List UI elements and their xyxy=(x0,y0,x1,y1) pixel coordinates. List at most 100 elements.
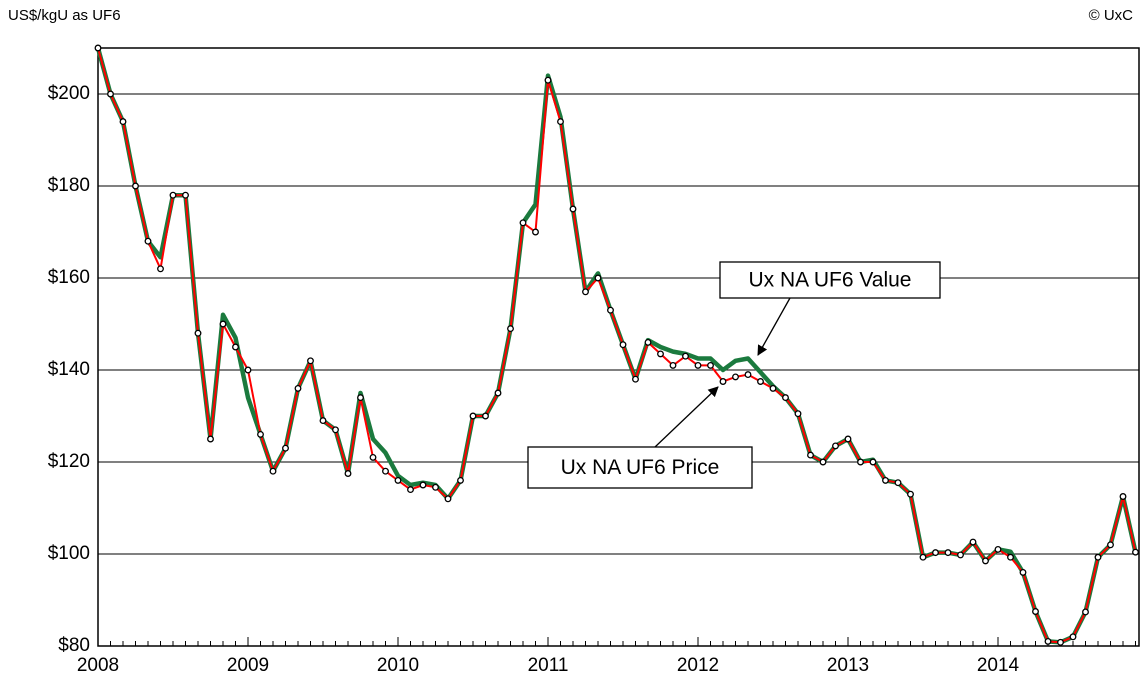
data-point xyxy=(769,384,777,392)
y-tick-label: $200 xyxy=(48,83,90,104)
data-point xyxy=(507,325,514,333)
data-point xyxy=(607,306,614,314)
x-tick-label: 2010 xyxy=(377,655,419,676)
y-tick-label: $100 xyxy=(48,543,90,564)
data-point xyxy=(394,476,402,484)
data-point xyxy=(332,426,339,434)
data-point xyxy=(207,435,214,443)
annotation-box xyxy=(719,261,941,299)
data-point xyxy=(1044,637,1052,645)
data-point xyxy=(157,265,164,273)
data-point xyxy=(919,553,927,561)
data-point xyxy=(744,371,752,379)
data-point xyxy=(119,118,127,126)
data-point xyxy=(557,118,564,126)
data-point xyxy=(319,417,327,425)
data-point xyxy=(819,458,827,466)
data-point xyxy=(219,320,227,328)
data-point xyxy=(432,483,439,491)
data-point xyxy=(1032,608,1039,615)
data-point xyxy=(294,384,302,392)
data-point xyxy=(282,444,289,452)
data-point xyxy=(732,373,739,381)
data-point xyxy=(957,551,964,559)
annotation-box xyxy=(527,446,753,489)
data-point xyxy=(894,479,902,487)
data-point xyxy=(482,412,489,420)
data-point xyxy=(1119,493,1127,500)
data-point xyxy=(269,467,277,475)
series-line xyxy=(97,47,1137,644)
x-tick-label: 2011 xyxy=(528,655,569,676)
y-tick-label: $80 xyxy=(58,635,90,656)
data-point xyxy=(1007,553,1014,561)
data-point xyxy=(107,90,114,98)
annotation: Ux NA UF6 Price xyxy=(561,456,720,479)
data-point xyxy=(382,467,389,475)
data-point xyxy=(657,350,664,358)
data-point xyxy=(182,191,189,199)
data-point xyxy=(132,182,139,190)
x-tick-label: 2009 xyxy=(227,655,269,676)
data-point xyxy=(369,453,377,461)
data-point xyxy=(1094,553,1102,561)
data-point xyxy=(594,274,602,282)
data-point xyxy=(457,476,464,484)
x-tick-label: 2012 xyxy=(677,655,719,676)
data-point xyxy=(244,366,252,374)
data-point xyxy=(1107,541,1114,549)
data-point xyxy=(469,412,477,420)
data-point xyxy=(782,394,789,402)
data-point xyxy=(1132,548,1139,556)
data-point xyxy=(144,237,152,245)
data-point xyxy=(519,219,527,227)
copyright: © UxC xyxy=(1089,7,1134,24)
data-point xyxy=(694,361,702,369)
annotation-arrow xyxy=(757,297,791,356)
data-point xyxy=(682,352,689,360)
annotation: Ux NA UF6 Value xyxy=(748,269,911,292)
data-point xyxy=(169,191,177,199)
data-point xyxy=(582,288,589,296)
data-point xyxy=(632,375,639,383)
data-point xyxy=(444,495,452,503)
data-point xyxy=(907,490,914,498)
data-point xyxy=(857,458,864,466)
data-point xyxy=(1069,633,1077,641)
data-point xyxy=(569,205,577,213)
data-point xyxy=(494,389,502,397)
data-point xyxy=(807,451,814,459)
plot-frame xyxy=(97,47,1140,647)
x-tick-label: 2008 xyxy=(77,655,119,676)
data-point xyxy=(644,338,652,346)
data-point xyxy=(407,486,414,494)
data-point xyxy=(869,458,877,466)
x-tick-label: 2013 xyxy=(827,655,869,676)
y-tick-label: $180 xyxy=(48,175,90,196)
data-point xyxy=(719,378,727,385)
data-point xyxy=(757,378,764,385)
data-point xyxy=(832,442,839,450)
data-point xyxy=(982,557,989,565)
data-point xyxy=(344,470,352,477)
data-point xyxy=(1082,608,1089,616)
data-point xyxy=(357,394,364,402)
data-point xyxy=(994,545,1002,553)
data-point xyxy=(707,361,714,369)
data-point xyxy=(1057,638,1064,646)
data-point xyxy=(932,549,939,557)
data-point xyxy=(619,341,627,349)
y-tick-label: $140 xyxy=(48,359,90,380)
data-point xyxy=(94,44,102,52)
data-point xyxy=(194,329,202,337)
data-point xyxy=(882,476,889,484)
y-axis-label: US$/kgU as UF6 xyxy=(8,7,121,24)
data-point xyxy=(419,481,427,489)
data-point xyxy=(544,76,552,84)
data-point xyxy=(532,228,539,236)
data-point xyxy=(844,435,852,443)
data-point xyxy=(794,410,802,418)
data-point xyxy=(944,549,952,557)
data-point xyxy=(257,430,264,438)
